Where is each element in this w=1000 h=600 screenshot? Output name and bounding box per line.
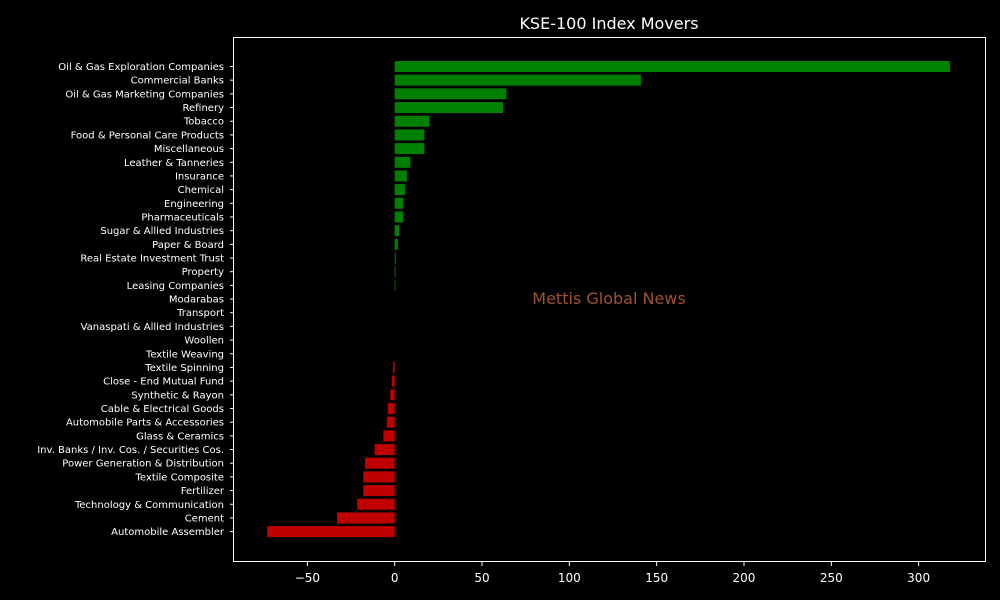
y-tick-label: Paper & Board — [152, 240, 224, 251]
y-tick-label: Sugar & Allied Industries — [100, 226, 224, 237]
y-tick-label: Vanaspati & Allied Industries — [81, 322, 224, 333]
bar — [394, 238, 398, 250]
bar — [390, 389, 395, 401]
y-tick-label: Leasing Companies — [127, 281, 224, 292]
bar — [394, 129, 425, 141]
bar — [363, 485, 395, 497]
bar — [386, 416, 395, 428]
bar — [394, 211, 404, 223]
bar — [363, 471, 395, 483]
y-tick-label: Inv. Banks / Inv. Cos. / Securities Cos. — [37, 445, 224, 456]
bar — [394, 170, 407, 182]
y-tick-label: Transport — [176, 308, 224, 319]
bar — [364, 457, 395, 469]
bar — [392, 375, 395, 387]
bar — [394, 143, 425, 155]
bar — [394, 61, 951, 72]
bar — [392, 361, 395, 373]
y-tick-label: Textile Spinning — [144, 363, 224, 374]
bar — [394, 88, 507, 100]
watermark-text: Mettis Global News — [532, 289, 685, 308]
y-tick-label: Modarabas — [169, 295, 224, 306]
y-tick-label: Food & Personal Care Products — [71, 130, 224, 141]
bar — [383, 430, 395, 442]
y-tick-label: Leather & Tanneries — [124, 158, 224, 169]
bar — [394, 184, 406, 196]
y-tick-label: Automobile Parts & Accessories — [66, 418, 224, 429]
y-tick-labels: Oil & Gas Exploration Companies Commercia… — [37, 62, 234, 538]
x-tick-label: 100 — [558, 571, 581, 585]
bar — [394, 279, 396, 291]
y-tick-label: Technology & Communication — [74, 500, 224, 511]
bar — [394, 225, 400, 237]
y-tick-label: Oil & Gas Exploration Companies — [58, 62, 224, 73]
bar — [387, 403, 395, 414]
y-tick-label: Refinery — [183, 103, 225, 114]
x-tick-label: 150 — [645, 571, 668, 585]
y-tick-label: Textile Weaving — [145, 349, 224, 360]
x-tick-label: 250 — [820, 571, 843, 585]
y-tick-label: Fertilizer — [181, 486, 225, 497]
bar — [394, 266, 396, 278]
x-tick-label: −50 — [295, 571, 320, 585]
y-tick-label: Engineering — [164, 199, 224, 210]
bar — [394, 115, 430, 127]
bar — [374, 444, 395, 456]
x-tick-label: 50 — [474, 571, 489, 585]
bar — [394, 252, 396, 264]
y-tick-label: Real Estate Investment Trust — [80, 254, 224, 265]
x-tick-label: 200 — [733, 571, 756, 585]
bar — [394, 156, 411, 168]
y-tick-label: Cement — [185, 513, 224, 524]
x-ticks: −50 0 50 100 150 200 250 300 — [295, 561, 930, 585]
chart-title: KSE-100 Index Movers — [519, 14, 698, 33]
bar — [267, 526, 395, 538]
y-tick-label: Insurance — [175, 171, 224, 182]
y-tick-label: Cable & Electrical Goods — [101, 404, 224, 415]
y-tick-label: Miscellaneous — [154, 144, 224, 155]
y-tick-label: Automobile Assembler — [111, 527, 225, 538]
y-tick-label: Tobacco — [183, 117, 224, 128]
bar — [394, 102, 503, 114]
y-tick-label: Pharmaceuticals — [141, 212, 224, 223]
y-tick-label: Close - End Mutual Fund — [103, 377, 224, 388]
bar — [357, 498, 395, 510]
bar — [337, 512, 395, 524]
y-tick-label: Property — [182, 267, 224, 278]
bars-group — [267, 61, 951, 538]
x-tick-label: 300 — [907, 571, 930, 585]
y-tick-label: Woollen — [184, 336, 224, 347]
bar — [394, 74, 641, 86]
y-tick-label: Power Generation & Distribution — [62, 459, 224, 470]
bar — [394, 197, 404, 209]
y-tick-label: Glass & Ceramics — [136, 431, 224, 442]
y-tick-label: Chemical — [178, 185, 224, 196]
y-tick-label: Synthetic & Rayon — [131, 390, 224, 401]
y-tick-label: Textile Composite — [135, 472, 224, 483]
x-tick-label: 0 — [391, 571, 399, 585]
y-tick-label: Commercial Banks — [131, 76, 224, 87]
y-tick-label: Oil & Gas Marketing Companies — [65, 89, 224, 100]
